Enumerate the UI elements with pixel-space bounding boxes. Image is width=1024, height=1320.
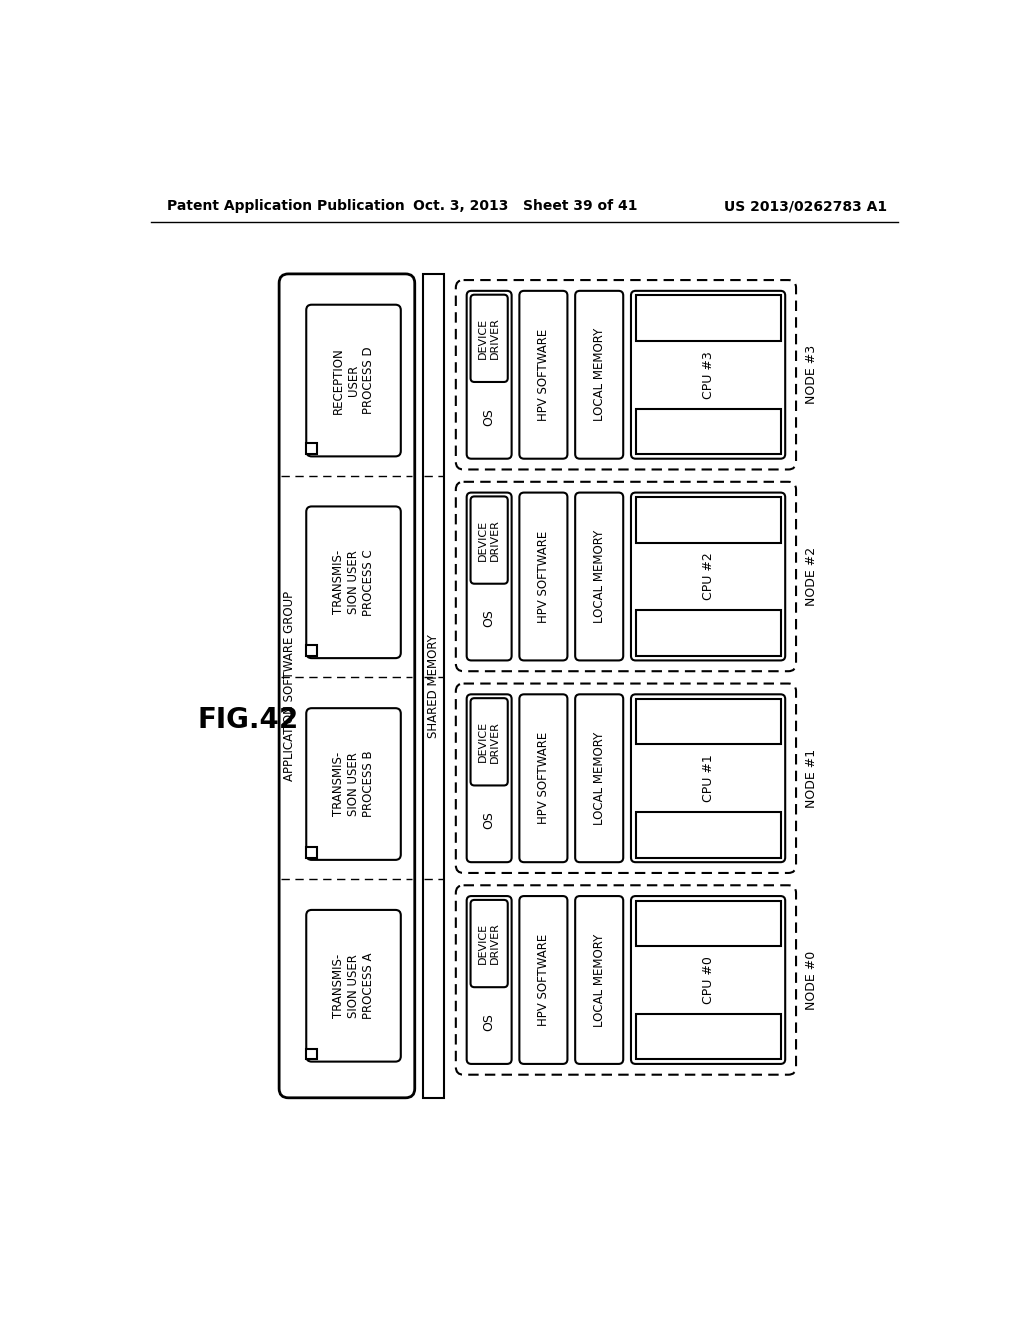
FancyBboxPatch shape	[519, 492, 567, 660]
Text: OS: OS	[482, 812, 496, 829]
FancyBboxPatch shape	[467, 290, 512, 459]
Bar	[636, 498, 780, 543]
Text: CPU #2: CPU #2	[701, 553, 715, 601]
Bar	[423, 275, 444, 1098]
FancyBboxPatch shape	[575, 492, 624, 660]
Text: NODE #1: NODE #1	[805, 748, 818, 808]
Bar	[636, 1014, 780, 1059]
Text: HPV SOFTWARE: HPV SOFTWARE	[537, 531, 550, 623]
FancyBboxPatch shape	[471, 294, 508, 381]
FancyBboxPatch shape	[456, 280, 796, 470]
Bar	[636, 409, 780, 454]
FancyBboxPatch shape	[467, 896, 512, 1064]
Text: FIG.42: FIG.42	[198, 706, 299, 734]
FancyBboxPatch shape	[575, 290, 624, 459]
FancyBboxPatch shape	[471, 496, 508, 583]
Text: CPU #3: CPU #3	[701, 351, 715, 399]
Bar	[636, 296, 780, 341]
Bar	[306, 645, 317, 656]
Text: NODE #3: NODE #3	[805, 346, 818, 404]
FancyBboxPatch shape	[306, 909, 400, 1061]
Bar	[636, 900, 780, 946]
FancyBboxPatch shape	[575, 694, 624, 862]
Text: DEVICE
DRIVER: DEVICE DRIVER	[478, 317, 500, 359]
Text: OS: OS	[482, 610, 496, 627]
Text: SHARED MEMORY: SHARED MEMORY	[427, 634, 440, 738]
Text: TRANSMIS-
SION USER
PROCESS B: TRANSMIS- SION USER PROCESS B	[332, 751, 375, 817]
Text: LOCAL MEMORY: LOCAL MEMORY	[593, 329, 606, 421]
FancyBboxPatch shape	[306, 708, 400, 859]
Text: DEVICE
DRIVER: DEVICE DRIVER	[478, 721, 500, 763]
Text: HPV SOFTWARE: HPV SOFTWARE	[537, 329, 550, 421]
Bar	[636, 812, 780, 858]
Text: HPV SOFTWARE: HPV SOFTWARE	[537, 733, 550, 825]
FancyBboxPatch shape	[456, 482, 796, 671]
Text: DEVICE
DRIVER: DEVICE DRIVER	[478, 923, 500, 965]
Text: APPLICATION SOFTWARE GROUP: APPLICATION SOFTWARE GROUP	[284, 591, 297, 781]
Text: HPV SOFTWARE: HPV SOFTWARE	[537, 933, 550, 1026]
Text: Patent Application Publication: Patent Application Publication	[167, 199, 404, 213]
FancyBboxPatch shape	[519, 896, 567, 1064]
Text: LOCAL MEMORY: LOCAL MEMORY	[593, 731, 606, 825]
FancyBboxPatch shape	[519, 290, 567, 459]
Text: TRANSMIS-
SION USER
PROCESS A: TRANSMIS- SION USER PROCESS A	[332, 953, 375, 1019]
Bar	[306, 847, 317, 858]
FancyBboxPatch shape	[519, 694, 567, 862]
FancyBboxPatch shape	[467, 492, 512, 660]
FancyBboxPatch shape	[467, 694, 512, 862]
FancyBboxPatch shape	[575, 896, 624, 1064]
Text: NODE #0: NODE #0	[805, 950, 818, 1010]
FancyBboxPatch shape	[631, 896, 785, 1064]
FancyBboxPatch shape	[280, 275, 415, 1098]
Bar	[306, 1048, 317, 1059]
FancyBboxPatch shape	[456, 684, 796, 873]
Text: RECEPTION
USER
PROCESS D: RECEPTION USER PROCESS D	[332, 347, 375, 414]
FancyBboxPatch shape	[631, 290, 785, 459]
Text: Oct. 3, 2013   Sheet 39 of 41: Oct. 3, 2013 Sheet 39 of 41	[413, 199, 637, 213]
Text: US 2013/0262783 A1: US 2013/0262783 A1	[724, 199, 888, 213]
FancyBboxPatch shape	[306, 507, 400, 659]
Text: NODE #2: NODE #2	[805, 546, 818, 606]
Bar	[306, 444, 317, 454]
Bar	[636, 700, 780, 744]
Text: TRANSMIS-
SION USER
PROCESS C: TRANSMIS- SION USER PROCESS C	[332, 549, 375, 615]
FancyBboxPatch shape	[456, 886, 796, 1074]
Text: LOCAL MEMORY: LOCAL MEMORY	[593, 529, 606, 623]
FancyBboxPatch shape	[631, 694, 785, 862]
FancyBboxPatch shape	[471, 900, 508, 987]
FancyBboxPatch shape	[306, 305, 400, 457]
Text: LOCAL MEMORY: LOCAL MEMORY	[593, 933, 606, 1027]
FancyBboxPatch shape	[631, 492, 785, 660]
Text: OS: OS	[482, 1012, 496, 1031]
Text: CPU #0: CPU #0	[701, 956, 715, 1005]
Bar	[636, 610, 780, 656]
Text: OS: OS	[482, 408, 496, 425]
Text: CPU #1: CPU #1	[701, 754, 715, 803]
Text: DEVICE
DRIVER: DEVICE DRIVER	[478, 519, 500, 561]
FancyBboxPatch shape	[471, 698, 508, 785]
